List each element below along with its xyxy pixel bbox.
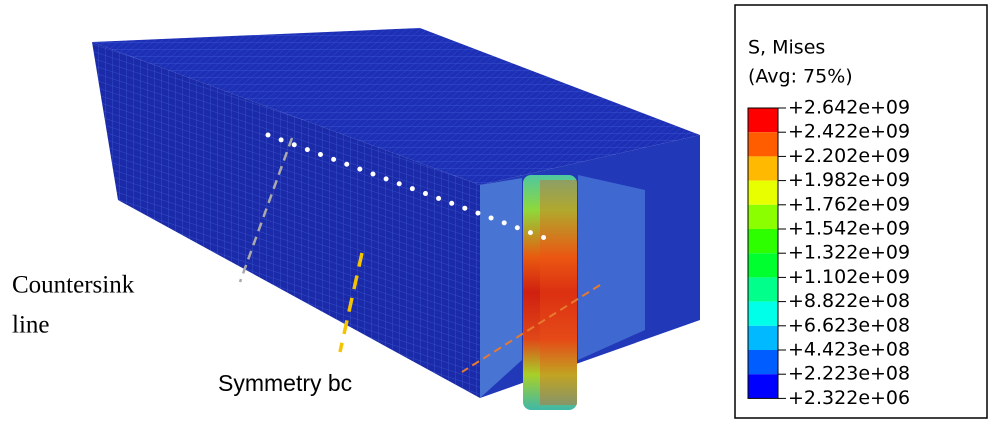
legend-label: +1.322e+09 bbox=[788, 242, 910, 264]
color-band bbox=[748, 302, 778, 326]
legend-title: S, Mises bbox=[748, 37, 825, 59]
annotation: Countersink bbox=[12, 272, 135, 299]
color-band bbox=[748, 350, 778, 374]
annotation: line bbox=[12, 312, 50, 339]
legend-label: +8.822e+08 bbox=[788, 290, 910, 312]
annotation: Symmetry bc bbox=[218, 370, 352, 396]
legend-label: +2.202e+09 bbox=[788, 145, 910, 167]
legend-label: +1.982e+09 bbox=[788, 169, 910, 191]
color-band bbox=[748, 156, 778, 180]
legend-label: +2.223e+08 bbox=[788, 363, 910, 385]
legend-label: +2.642e+09 bbox=[788, 97, 910, 119]
legend-label: +6.623e+08 bbox=[788, 314, 910, 336]
color-band bbox=[748, 132, 778, 156]
hole-region bbox=[578, 175, 645, 360]
legend-label: +1.102e+09 bbox=[788, 266, 910, 288]
legend-subtitle: (Avg: 75%) bbox=[748, 66, 853, 88]
color-band bbox=[748, 374, 778, 398]
legend-label: +1.762e+09 bbox=[788, 193, 910, 215]
color-band bbox=[748, 181, 778, 205]
color-band bbox=[748, 229, 778, 253]
color-band bbox=[748, 205, 778, 229]
fea-figure: Countersink line Symmetry bc S, Mises (A… bbox=[0, 0, 992, 424]
color-band bbox=[748, 277, 778, 301]
color-band bbox=[748, 326, 778, 350]
color-band bbox=[748, 253, 778, 277]
color-band bbox=[748, 108, 778, 132]
legend-label: +4.423e+08 bbox=[788, 339, 910, 361]
legend-label: +2.322e+06 bbox=[788, 387, 910, 409]
figure: Countersink line Symmetry bc S, Mises (A… bbox=[0, 0, 992, 424]
hole-region bbox=[480, 178, 522, 398]
model bbox=[92, 28, 700, 410]
legend-label: +1.542e+09 bbox=[788, 218, 910, 240]
legend-label: +2.422e+09 bbox=[788, 121, 910, 143]
bolt-shade bbox=[540, 180, 577, 405]
